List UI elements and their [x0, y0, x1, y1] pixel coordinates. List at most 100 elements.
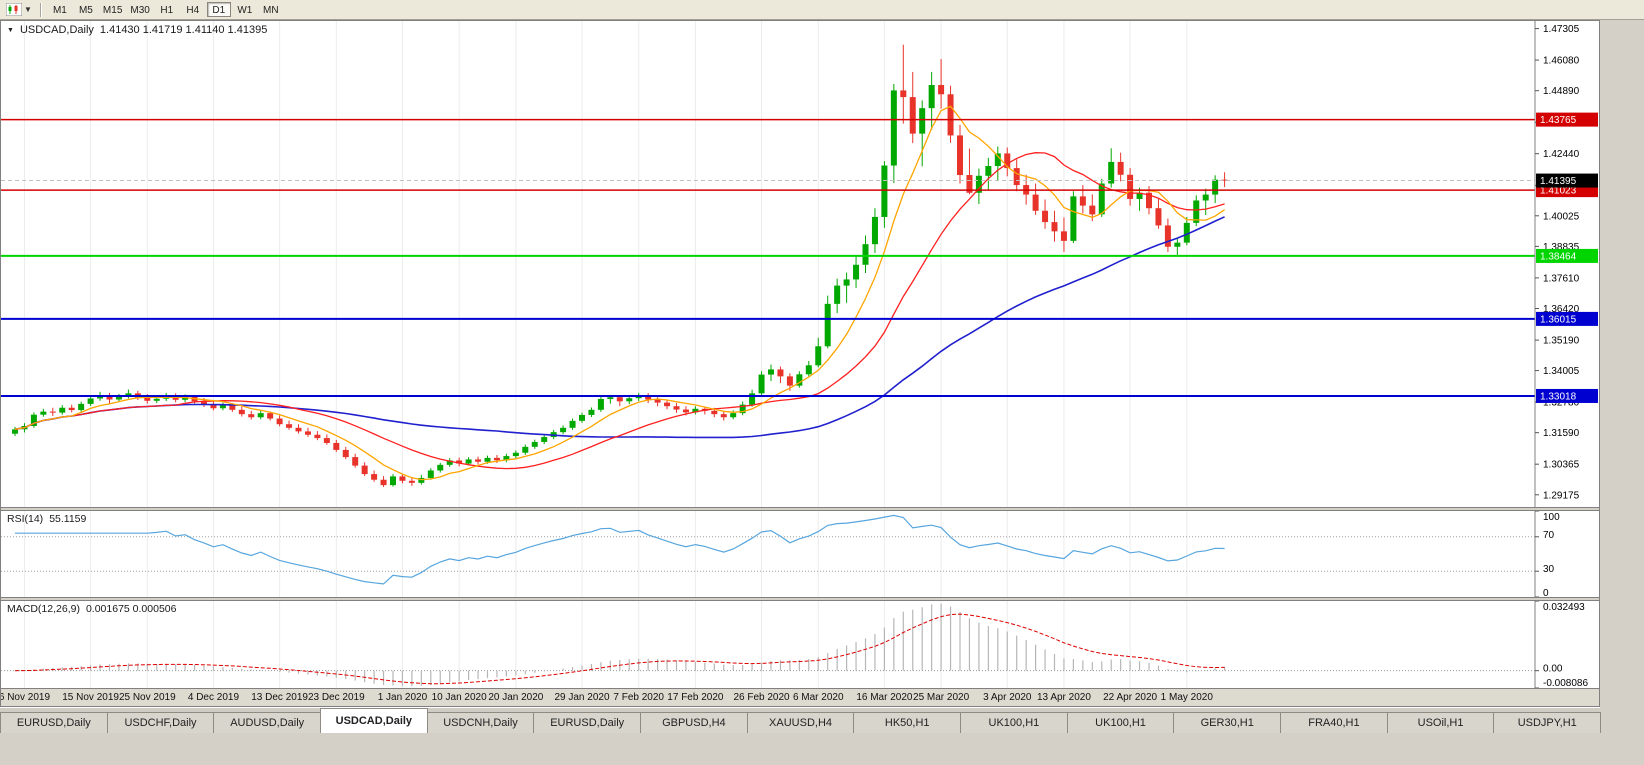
toolbar-separator [39, 2, 42, 17]
ma-slow-blue [14, 216, 1225, 439]
axis-price-marker [1536, 112, 1598, 127]
time-axis-label: 25 Nov 2019 [118, 692, 176, 703]
status-bar [0, 733, 1644, 765]
svg-text:0.032493: 0.032493 [1543, 602, 1585, 613]
price-chart[interactable]: 1.473051.460801.448901.436601.424401.412… [1, 21, 1599, 507]
time-axis[interactable]: 6 Nov 2019 15 Nov 2019 25 Nov 2019 4 Dec 20… [1, 688, 1599, 706]
time-axis-label: 16 Mar 2020 [856, 692, 913, 703]
axis-price-marker [1536, 311, 1598, 326]
tab-usdcad-daily[interactable]: USDCAD,Daily [320, 708, 428, 733]
svg-text:-0.008086: -0.008086 [1543, 678, 1588, 688]
timeframe-button-w1[interactable]: W1 [237, 5, 253, 16]
svg-text:100: 100 [1543, 512, 1560, 523]
svg-text:0: 0 [1543, 588, 1549, 597]
tab-fra40-h1[interactable]: FRA40,H1 [1280, 712, 1388, 733]
time-axis-label: 10 Jan 2020 [431, 692, 487, 703]
ma-mid-red [14, 152, 1225, 470]
rsi-name: RSI(14) [7, 513, 44, 525]
time-axis-label: 1 Jan 2020 [377, 692, 428, 703]
svg-text:1.41023: 1.41023 [1540, 186, 1577, 197]
timeframe-button-m5[interactable]: M5 [78, 5, 93, 16]
svg-text:1.36015: 1.36015 [1540, 314, 1577, 325]
time-axis-label: 25 Mar 2020 [913, 692, 970, 703]
svg-text:1.30365: 1.30365 [1543, 460, 1580, 471]
top-toolbar: ▼ M1 M5 M15 M30 H1 H4 D1 W1 MN [0, 0, 1644, 20]
time-axis-label: 7 Feb 2020 [613, 692, 664, 703]
svg-text:1.37610: 1.37610 [1543, 273, 1580, 284]
candles [12, 44, 1228, 487]
time-axis-label: 1 May 2020 [1160, 692, 1213, 703]
window-right-margin [1600, 20, 1644, 733]
svg-text:1.47305: 1.47305 [1543, 24, 1580, 35]
chart-title: ▼ USDCAD,Daily 1.41430 1.41719 1.41140 1… [7, 24, 267, 36]
svg-text:1.34005: 1.34005 [1543, 366, 1580, 377]
ma-fast-orange [14, 105, 1225, 481]
svg-text:1.33018: 1.33018 [1540, 391, 1577, 402]
macd-signal-line [14, 613, 1225, 685]
bid-price-marker [1536, 173, 1598, 188]
svg-text:70: 70 [1543, 530, 1555, 541]
rsi-line [15, 514, 1225, 585]
rsi-value: 55.1159 [49, 513, 87, 525]
svg-text:1.38835: 1.38835 [1543, 242, 1580, 253]
svg-text:1.31590: 1.31590 [1543, 428, 1580, 439]
macd-histogram [23, 603, 1226, 687]
tab-gbpusd-h4[interactable]: GBPUSD,H4 [640, 712, 748, 733]
time-axis-label: 13 Dec 2019 [251, 692, 308, 703]
tab-audusd-daily[interactable]: AUDUSD,Daily [213, 712, 322, 733]
time-axis-label: 6 Mar 2020 [792, 692, 844, 703]
timeframe-button-d1[interactable]: D1 [206, 2, 231, 17]
tab-usoil-h1[interactable]: USOil,H1 [1386, 712, 1495, 733]
rsi-chart[interactable]: 100 70 30 0 [1, 511, 1599, 597]
rsi-panel: RSI(14) 55.1159 100 70 30 0 [1, 511, 1599, 597]
svg-text:1.38464: 1.38464 [1540, 251, 1577, 262]
svg-text:1.40025: 1.40025 [1543, 211, 1580, 222]
chart-ohlc-values: 1.41430 1.41719 1.41140 1.41395 [99, 24, 268, 36]
tab-xauusd-h4[interactable]: XAUUSD,H4 [746, 712, 855, 733]
panel-separator[interactable] [1, 597, 1599, 601]
timeframe-button-m30[interactable]: M30 [130, 5, 150, 16]
time-axis-label: 20 Jan 2020 [488, 692, 544, 703]
panel-separator[interactable] [1, 507, 1599, 511]
tab-usdjpy-h1[interactable]: USDJPY,H1 [1493, 712, 1602, 733]
svg-text:30: 30 [1543, 564, 1555, 575]
tab-uk100-h1[interactable]: UK100,H1 [960, 712, 1068, 733]
time-axis-label: 6 Nov 2019 [1, 692, 51, 703]
chart-symbol-period: USDCAD,Daily [19, 24, 94, 36]
tab-usdcnh-daily[interactable]: USDCNH,Daily [426, 712, 535, 733]
macd-values: 0.001675 0.000506 [85, 603, 177, 615]
chart-dropdown-icon[interactable]: ▼ [24, 5, 32, 14]
macd-chart[interactable]: 0.032493 0.00 -0.008086 [1, 601, 1599, 688]
chart-window: ▼ USDCAD,Daily 1.41430 1.41719 1.41140 1… [0, 20, 1600, 707]
timeframe-button-mn[interactable]: MN [263, 5, 279, 16]
svg-text:1.46080: 1.46080 [1543, 56, 1580, 67]
macd-panel: MACD(12,26,9) 0.001675 0.000506 0.032493 0… [1, 601, 1599, 688]
tab-eurusd-daily[interactable]: EURUSD,Daily [533, 712, 642, 733]
svg-text:0.00: 0.00 [1543, 664, 1563, 675]
timeframe-button-m15[interactable]: M15 [102, 5, 123, 16]
svg-text:1.41395: 1.41395 [1540, 176, 1577, 187]
time-axis-label: 15 Nov 2019 [62, 692, 119, 703]
rsi-label: RSI(14) 55.1159 [7, 513, 86, 525]
svg-text:1.42440: 1.42440 [1543, 149, 1580, 160]
tab-ger30-h1[interactable]: GER30,H1 [1173, 712, 1282, 733]
chart-type-icon[interactable] [4, 2, 24, 17]
macd-label: MACD(12,26,9) 0.001675 0.000506 [7, 603, 176, 615]
symbol-dropdown-icon[interactable]: ▼ [7, 26, 14, 34]
timeframe-toolbar: M1 M5 M15 M30 H1 H4 D1 W1 MN [47, 2, 284, 17]
svg-text:1.32780: 1.32780 [1543, 398, 1580, 409]
time-axis-label: 17 Feb 2020 [667, 692, 724, 703]
tab-usdchf-daily[interactable]: USDCHF,Daily [106, 712, 215, 733]
svg-text:1.29175: 1.29175 [1543, 490, 1580, 501]
axis-price-marker [1536, 248, 1598, 263]
time-axis-label: 29 Jan 2020 [554, 692, 610, 703]
timeframe-button-h4[interactable]: H4 [186, 5, 200, 16]
timeframe-button-m1[interactable]: M1 [52, 5, 67, 16]
timeframe-button-h1[interactable]: H1 [160, 5, 174, 16]
tab-uk100-h1[interactable]: UK100,H1 [1066, 712, 1175, 733]
time-axis-label: 26 Feb 2020 [733, 692, 790, 703]
tab-hk50-h1[interactable]: HK50,H1 [853, 712, 962, 733]
tab-eurusd-daily[interactable]: EURUSD,Daily [0, 712, 108, 733]
time-axis-label: 23 Dec 2019 [307, 692, 365, 703]
time-axis-label: 13 Apr 2020 [1036, 692, 1091, 703]
